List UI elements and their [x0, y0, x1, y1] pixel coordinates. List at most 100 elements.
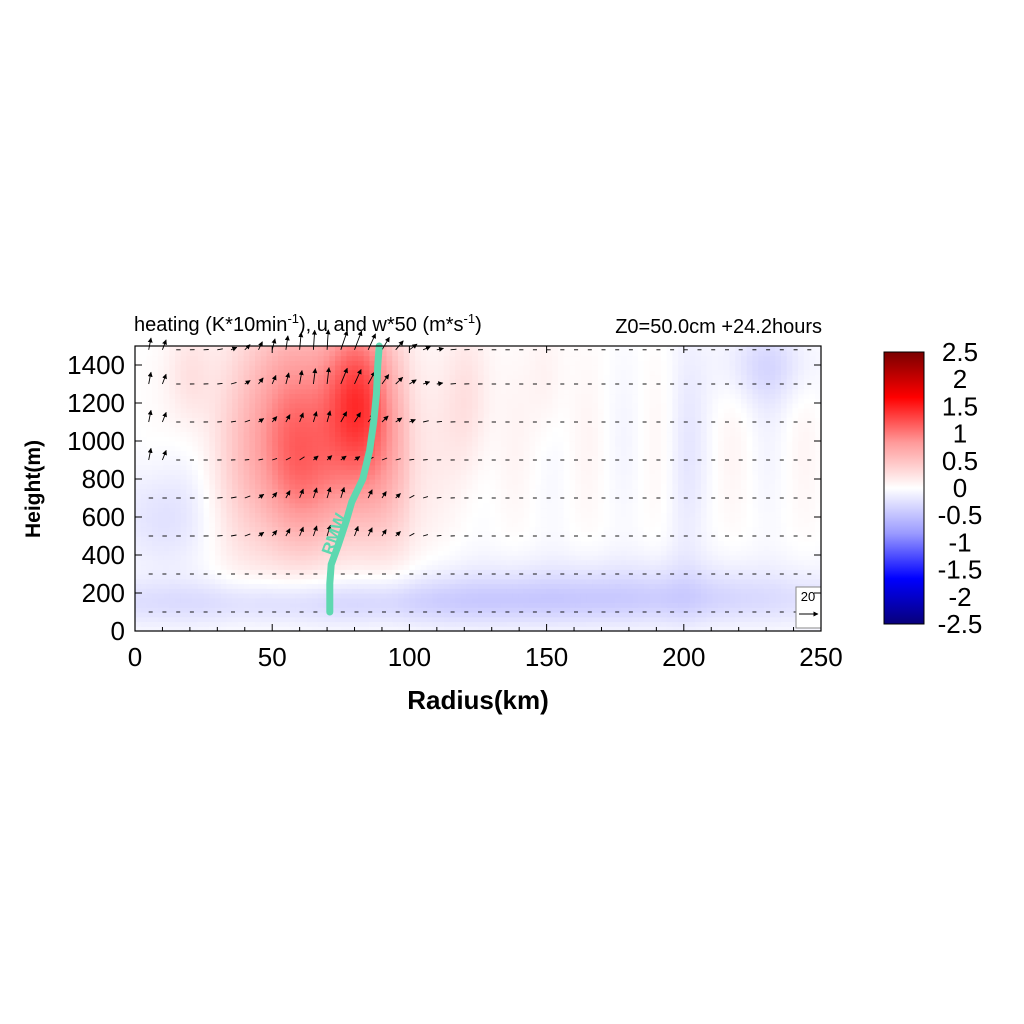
heat-cell: [409, 612, 416, 618]
heat-cell: [529, 417, 536, 423]
heat-cell: [403, 559, 410, 566]
heat-cell: [546, 355, 553, 361]
heat-cell: [415, 507, 422, 513]
heat-cell: [518, 365, 525, 371]
heat-cell: [375, 531, 382, 537]
heat-cell: [523, 621, 531, 627]
heat-cell: [575, 384, 582, 390]
heat-cell: [135, 426, 142, 433]
heat-cell: [186, 521, 193, 528]
heat-cell: [277, 521, 285, 528]
heat-cell: [300, 607, 308, 613]
heat-cell: [432, 450, 439, 456]
heat-cell: [432, 493, 439, 499]
heat-cell: [420, 426, 428, 433]
heat-cell: [437, 355, 445, 361]
heat-cell: [340, 550, 348, 556]
heat-cell: [392, 346, 399, 352]
heat-cell: [558, 583, 565, 589]
heat-cell: [603, 350, 611, 357]
heat-cell: [500, 355, 508, 361]
heat-cell: [392, 431, 399, 437]
heat-cell: [260, 379, 268, 385]
heat-cell: [357, 526, 365, 532]
heat-cell: [535, 507, 542, 513]
heat-cell: [523, 445, 531, 452]
heat-cell: [546, 507, 553, 513]
heat-cell: [500, 593, 508, 599]
heat-cell: [426, 583, 433, 589]
heat-cell: [335, 384, 342, 390]
heat-cell: [397, 498, 405, 504]
heat-cell: [426, 559, 433, 566]
heat-cell: [375, 412, 382, 418]
heat-cell: [140, 422, 148, 428]
heat-cell: [546, 350, 553, 357]
heat-cell: [569, 403, 576, 409]
heat-cell: [197, 626, 205, 632]
heat-cell: [306, 502, 313, 509]
heat-cell: [363, 616, 370, 623]
heat-cell: [546, 436, 553, 442]
heat-cell: [518, 564, 525, 570]
heat-cell: [563, 488, 571, 494]
heat-cell: [437, 393, 445, 399]
heat-cell: [443, 531, 451, 537]
heat-cell: [575, 469, 582, 475]
heat-cell: [357, 569, 365, 575]
heat-cell: [232, 502, 239, 509]
heat-cell: [152, 393, 159, 399]
heat-cell: [449, 431, 456, 437]
heat-cell: [546, 502, 553, 509]
heat-cell: [203, 431, 210, 437]
heat-cell: [215, 483, 222, 490]
heat-cell: [546, 365, 553, 371]
heat-cell: [386, 502, 393, 509]
heat-cell: [380, 426, 388, 433]
heat-cell: [535, 540, 542, 547]
heat-cell: [175, 422, 182, 428]
heat-cell: [197, 498, 205, 504]
heat-cell: [192, 521, 199, 528]
heat-cell: [329, 498, 336, 504]
heat-cell: [340, 426, 348, 433]
heat-cell: [237, 422, 245, 428]
heat-cell: [540, 403, 548, 409]
heat-cell: [483, 626, 491, 632]
heat-cell: [277, 388, 285, 395]
heat-cell: [289, 431, 296, 437]
heat-cell: [243, 483, 250, 490]
heat-cell: [135, 488, 142, 494]
heat-cell: [609, 593, 616, 599]
heat-cell: [300, 426, 308, 433]
heat-cell: [540, 616, 548, 623]
heat-cell: [209, 526, 216, 532]
heat-cell: [495, 431, 502, 437]
heat-cell: [357, 559, 365, 566]
heat-cell: [586, 507, 593, 513]
heat-cell: [260, 365, 268, 371]
heat-cell: [306, 365, 313, 371]
heat-cell: [523, 469, 531, 475]
heat-cell: [518, 555, 525, 561]
heat-cell: [243, 545, 250, 551]
heat-cell: [546, 602, 553, 608]
heat-cell: [512, 426, 519, 433]
heat-cell: [483, 365, 491, 371]
heat-cell: [592, 431, 599, 437]
heat-cell: [598, 507, 605, 513]
heat-cell: [489, 398, 496, 404]
heat-cell: [569, 583, 576, 589]
heat-cell: [169, 374, 176, 380]
heat-cell: [546, 498, 553, 504]
heat-cell: [209, 422, 216, 428]
heat-cell: [363, 498, 370, 504]
heat-cell: [506, 422, 513, 428]
heat-cell: [220, 445, 228, 452]
heat-cell: [432, 621, 439, 627]
heat-cell: [175, 564, 182, 570]
heat-cell: [489, 521, 496, 528]
heat-cell: [415, 445, 422, 452]
heat-cell: [249, 426, 256, 433]
